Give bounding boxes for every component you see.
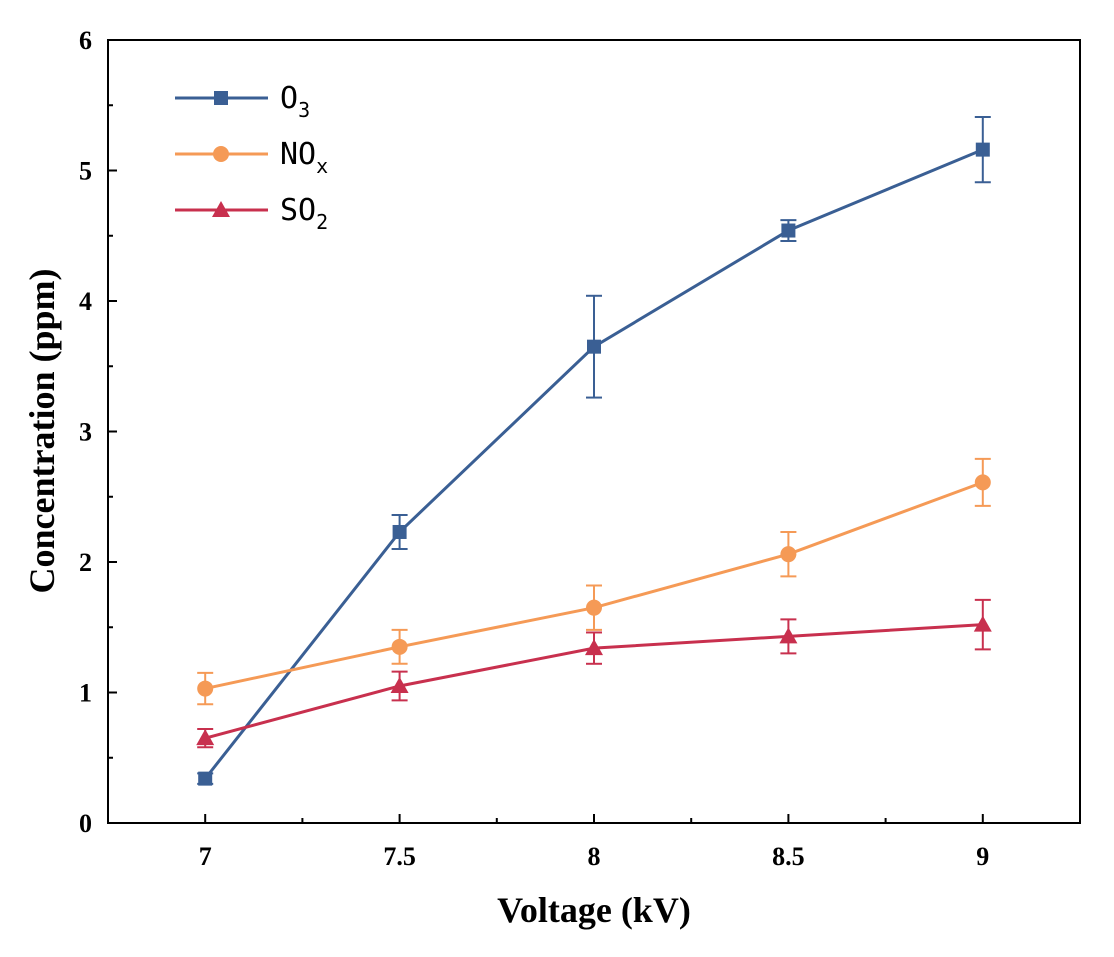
y-axis-title: Concentration (ppm): [22, 269, 62, 594]
x-tick-label: 8: [588, 842, 601, 871]
y-tick-label: 3: [79, 418, 92, 447]
legend-label-sub: 2: [316, 210, 328, 234]
plot-frame: [107, 39, 1081, 824]
x-tick-label: 8.5: [772, 842, 805, 871]
data-point-so2: [390, 676, 409, 693]
data-point-o3: [975, 142, 990, 157]
data-point-o3: [587, 339, 601, 354]
legend-label: SO2: [280, 193, 328, 234]
data-point-o3: [198, 771, 213, 786]
x-tick-label: 7: [199, 842, 212, 871]
legend-label-sub: 3: [298, 98, 310, 122]
series-o3: [197, 115, 991, 786]
series-group: [196, 115, 992, 786]
legend-item-nox: NOx: [175, 137, 328, 178]
data-point-o3: [781, 223, 796, 238]
y-tick-label: 0: [79, 809, 92, 838]
data-point-so2: [973, 615, 992, 632]
y-tick-label: 2: [79, 548, 92, 577]
legend-item-so2: SO2: [175, 193, 328, 234]
data-point-nox: [974, 474, 991, 491]
series-nox: [197, 457, 991, 706]
data-point-o3: [392, 524, 407, 539]
data-point-nox: [391, 638, 408, 655]
legend-label: NOx: [280, 137, 328, 178]
legend-label-sub: x: [316, 154, 328, 178]
data-point-so2: [779, 627, 798, 644]
y-tick-label: 4: [79, 287, 92, 316]
series-line-o3: [204, 148, 984, 780]
data-point-so2: [196, 729, 215, 746]
y-tick-label: 5: [79, 157, 92, 186]
axes: 7 7.5 8 8.5 9 0 1 2 3 4 5 6: [79, 26, 989, 871]
legend-item-o3: O3: [175, 81, 310, 122]
y-tick-label: 6: [79, 26, 92, 55]
legend-label-main: O: [280, 81, 298, 116]
legend-marker: [214, 91, 228, 105]
legend-label-main: SO: [280, 193, 316, 228]
legend-marker: [213, 146, 229, 162]
data-point-nox: [197, 680, 214, 697]
y-tick-label: 1: [79, 679, 92, 708]
data-point-nox: [780, 546, 797, 563]
data-point-so2: [585, 639, 603, 656]
legend-marker: [212, 201, 230, 217]
x-tick-label: 7.5: [383, 842, 416, 871]
series-so2: [196, 598, 992, 749]
legend-label: O3: [280, 81, 310, 122]
data-point-nox: [586, 599, 602, 616]
x-tick-label: 9: [976, 842, 989, 871]
legend-label-main: NO: [280, 137, 316, 172]
x-axis-title: Voltage (kV): [497, 890, 691, 930]
